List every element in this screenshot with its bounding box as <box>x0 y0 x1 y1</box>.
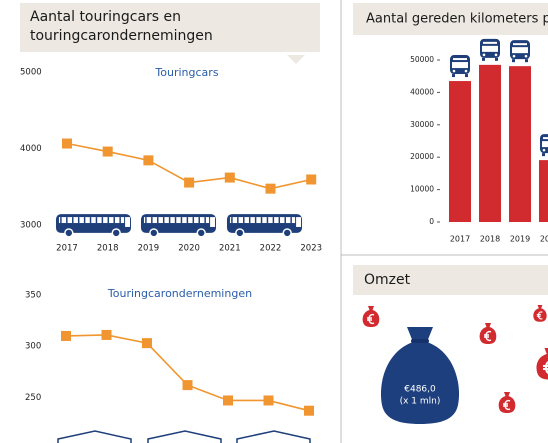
euro-icon <box>532 304 548 323</box>
marker <box>184 177 195 188</box>
marker <box>143 155 154 166</box>
bus-icon <box>140 213 217 238</box>
chart-title: Aantal gereden kilometers p <box>366 12 548 27</box>
omzet-value: €486,0 <box>404 385 436 395</box>
y-tick-label: 5000 <box>20 68 42 78</box>
x-tick-label: 2017 <box>56 244 78 254</box>
x-tick-label: 2020 <box>178 244 200 254</box>
x-tick-label: 2019 <box>510 235 530 244</box>
euro-icon <box>478 322 498 345</box>
x-tick-label: 2021 <box>219 244 241 254</box>
x-tick-label: 2017 <box>450 235 470 244</box>
company-icons <box>57 430 311 443</box>
omzet-unit: (x 1 mln) <box>400 397 441 407</box>
y-tick-label: 3000 <box>20 221 42 231</box>
y-tick-label: 300 <box>25 342 41 352</box>
bus-icon <box>510 40 530 63</box>
euro-icon <box>361 305 381 328</box>
x-tick-label: 2019 <box>138 244 160 254</box>
y-tick-label: 350 <box>25 291 41 301</box>
bar <box>509 66 531 222</box>
marker <box>62 138 72 149</box>
marker <box>263 395 274 406</box>
marker <box>304 405 314 416</box>
y-tick-label: 4000 <box>20 144 42 154</box>
omzet-title: Omzet <box>364 272 411 288</box>
bar <box>479 64 501 222</box>
marker <box>142 338 152 349</box>
marker <box>102 146 113 157</box>
marker <box>182 380 193 391</box>
chart-title: Touringcarondernemingen <box>107 287 252 300</box>
bus-icon <box>55 213 132 238</box>
y-tick-label: 50000 <box>410 55 434 64</box>
y-tick-label: 40000 <box>410 87 434 96</box>
omzet-header <box>353 265 548 295</box>
marker <box>101 329 112 340</box>
euro-icon <box>535 346 548 381</box>
marker <box>306 174 317 185</box>
chart-title: Touringcars <box>154 66 218 79</box>
y-tick-label: 30000 <box>410 120 434 129</box>
x-tick-label: 2018 <box>480 235 500 244</box>
y-tick-label: 20000 <box>410 152 434 161</box>
x-tick-label: 2018 <box>97 244 119 254</box>
marker <box>223 395 233 406</box>
euro-icon <box>497 391 517 414</box>
marker <box>265 183 276 194</box>
bus-icon <box>540 134 548 157</box>
title-notch <box>287 55 305 64</box>
marker <box>224 172 235 183</box>
bus-icon <box>450 55 470 78</box>
bar <box>449 81 471 222</box>
y-tick-label: 10000 <box>410 185 434 194</box>
x-tick-label: 2020 <box>540 235 548 244</box>
y-tick-label: 0 <box>429 217 434 226</box>
marker <box>61 330 71 341</box>
x-tick-label: 2023 <box>300 244 322 254</box>
bus-icon <box>226 213 303 238</box>
title-box <box>353 3 548 35</box>
bar <box>539 160 548 222</box>
money-bag <box>380 327 460 424</box>
panel-title: Aantal touringcars en touringcarondernem… <box>20 3 320 52</box>
bus-icon <box>480 38 500 61</box>
y-tick-label: 250 <box>25 393 41 403</box>
x-tick-label: 2022 <box>260 244 282 254</box>
